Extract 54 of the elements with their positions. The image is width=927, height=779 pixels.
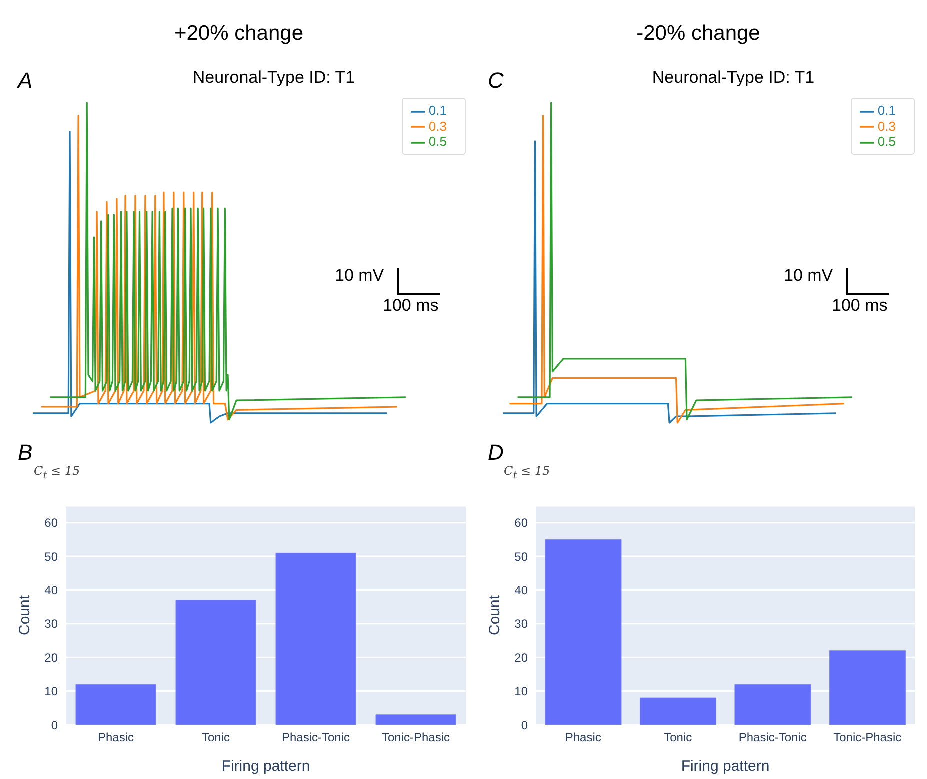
x-tick-label: Tonic-Phasic	[834, 730, 902, 745]
bar	[76, 684, 156, 725]
x-axis-title: Firing pattern	[222, 758, 310, 775]
annotation: 100 ms	[383, 296, 439, 315]
x-tick-label: Phasic-Tonic	[738, 730, 807, 745]
y-tick-label: 10	[44, 684, 58, 699]
text: C$_{t}$ ≤ 15	[504, 464, 550, 482]
y-tick-label: 30	[44, 617, 58, 632]
y-tick-label: 0	[51, 718, 58, 732]
y-tick-label: 60	[514, 516, 528, 530]
legend-label: 0.1	[878, 103, 896, 118]
y-tick-label: 50	[514, 550, 528, 564]
legend-label: 0.3	[878, 118, 896, 134]
chart-title: +20% change	[174, 22, 304, 45]
bar	[376, 714, 456, 725]
annotation: 10 mV	[335, 266, 384, 285]
text: C$_{t}$ ≤ 15	[34, 464, 80, 482]
text: B	[18, 440, 33, 465]
y-tick-label: 60	[44, 516, 58, 530]
text: A	[18, 68, 33, 93]
chart-subtitle: Neuronal-Type ID: T1	[192, 68, 356, 87]
x-axis-title: Firing pattern	[681, 758, 770, 775]
bar	[734, 684, 812, 725]
legend-label: 0.1	[428, 103, 447, 118]
text: C	[488, 68, 504, 93]
y-tick-label: 0	[521, 718, 528, 732]
annotation: 10 mV	[784, 266, 834, 285]
text: D	[488, 440, 504, 465]
legend-label: 0.5	[428, 134, 447, 150]
y-axis-title: Count	[486, 594, 504, 636]
x-tick-label: Phasic	[98, 730, 134, 745]
bar	[276, 552, 356, 725]
y-tick-label: 50	[44, 550, 58, 564]
bar	[829, 650, 906, 725]
x-tick-label: Tonic	[202, 730, 230, 745]
y-tick-label: 20	[44, 650, 58, 665]
legend-label: 0.5	[878, 134, 896, 150]
legend-label: 0.3	[428, 118, 447, 134]
x-tick-label: Phasic	[565, 730, 602, 745]
y-tick-label: 10	[514, 684, 528, 699]
x-tick-label: Tonic-Phasic	[382, 730, 450, 745]
chart-title: -20% change	[636, 22, 760, 45]
annotation: 100 ms	[832, 296, 888, 315]
y-tick-label: 40	[44, 583, 58, 598]
y-tick-label: 30	[514, 617, 528, 632]
chart-subtitle: Neuronal-Type ID: T1	[652, 68, 815, 87]
bar	[640, 698, 716, 725]
x-tick-label: Phasic-Tonic	[282, 730, 350, 745]
y-tick-label: 20	[514, 650, 528, 665]
bar	[545, 539, 622, 725]
y-tick-label: 40	[514, 583, 528, 598]
bar	[176, 600, 256, 725]
y-axis-title: Count	[16, 594, 34, 636]
x-tick-label: Tonic	[664, 730, 692, 745]
